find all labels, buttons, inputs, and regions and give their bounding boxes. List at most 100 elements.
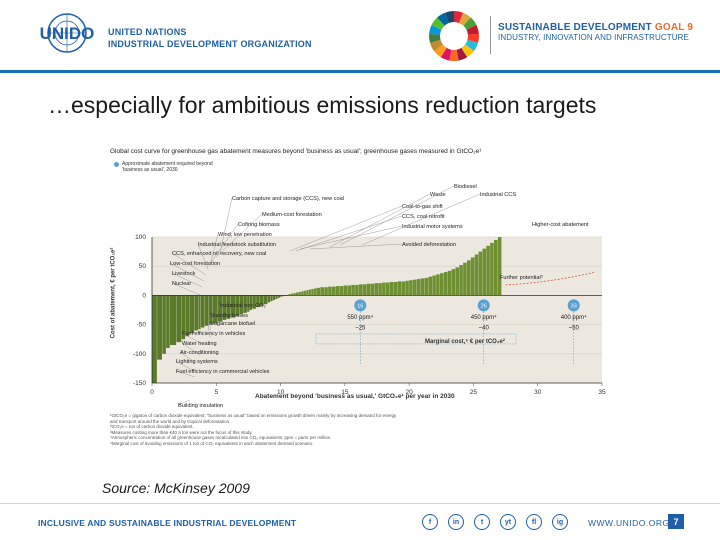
chart-title: Global cost curve for greenhouse gas aba… xyxy=(110,148,482,155)
cost-bar xyxy=(343,285,348,296)
cost-bar xyxy=(280,295,283,297)
header-rule xyxy=(0,70,720,73)
cost-bar xyxy=(314,288,317,296)
measure-label: Sugarcane biofuel xyxy=(210,321,255,327)
instagram-icon[interactable]: ig xyxy=(552,514,568,530)
measure-leader xyxy=(181,342,201,356)
scenario-cost: ~50 xyxy=(569,325,580,331)
measure-leader xyxy=(171,252,207,276)
sdg-wheel-segment xyxy=(429,39,443,52)
measure-label: Waste xyxy=(430,192,446,198)
cost-bar xyxy=(497,237,502,296)
measure-leader xyxy=(211,223,239,262)
twitter-icon[interactable]: t xyxy=(474,514,490,530)
measure-label: Low-cost forestation xyxy=(170,261,220,267)
cost-bar xyxy=(170,295,177,346)
measure-leader xyxy=(207,314,211,332)
measure-leader xyxy=(219,197,233,254)
sdg-wheel-segment xyxy=(444,11,454,23)
y-tick-label: 50 xyxy=(139,263,147,270)
x-tick-label: 30 xyxy=(534,389,542,396)
x-axis-label: Abatement beyond 'business as usual,' Gt… xyxy=(255,393,455,400)
cost-bar xyxy=(382,282,386,296)
cost-bar xyxy=(235,295,240,316)
cost-bar xyxy=(226,295,231,319)
cost-curve-chart: 100 50 0 -50 -100 -150 0 5 10 15 20 25 30 35 16 550 ppm… xyxy=(133,184,606,409)
measure-leader xyxy=(179,351,197,364)
cost-bar xyxy=(366,283,371,296)
measure-label: Air-conditioning xyxy=(180,350,219,356)
cost-bar xyxy=(374,283,378,296)
cost-bar xyxy=(428,276,432,296)
measure-leader xyxy=(309,243,403,250)
cost-bar xyxy=(339,286,344,296)
cost-bar xyxy=(162,295,166,354)
x-tick-label: 0 xyxy=(150,389,154,396)
cost-bar xyxy=(440,273,444,296)
footer-rule xyxy=(0,503,720,504)
scenario-circle-label: 33 xyxy=(571,303,577,309)
measure-leader xyxy=(289,205,403,252)
measure-leader xyxy=(177,399,191,406)
cost-bar xyxy=(293,293,296,296)
cost-bar xyxy=(252,295,256,309)
cost-bar xyxy=(263,295,268,305)
org-line-1: UNITED NATIONS xyxy=(108,27,187,37)
cost-bar xyxy=(424,277,429,296)
cost-bar xyxy=(316,287,321,296)
cost-bar xyxy=(204,295,209,326)
cost-bar xyxy=(389,281,394,296)
scenario-ppm: 550 ppm⁴ xyxy=(347,314,373,321)
cost-bar xyxy=(486,245,490,296)
scenario-circle-label: 16 xyxy=(357,303,363,309)
measure-label: Building insulation xyxy=(178,403,223,409)
chart-figure: Global cost curve for greenhouse gas aba… xyxy=(100,145,620,480)
cost-bar xyxy=(278,295,281,298)
sdg-wheel-icon xyxy=(428,10,480,62)
cost-bar xyxy=(351,284,355,296)
sdg-wheel-segment xyxy=(434,44,447,58)
y-axis-label: Cost of abatement, € per tCO₂e² xyxy=(110,247,117,339)
website-link[interactable]: WWW.UNIDO.ORG xyxy=(588,518,670,528)
marginal-cost-box xyxy=(315,333,517,345)
sdg-goal: GOAL 9 xyxy=(654,22,694,33)
sdg-wheel-segment xyxy=(454,11,464,23)
flickr-icon[interactable]: fl xyxy=(526,514,542,530)
measure-label: Industrial motor systems xyxy=(402,224,463,230)
cost-bar xyxy=(413,279,417,296)
footnote-1: ¹GtCO₂e = gigaton of carbon dioxide equi… xyxy=(110,413,397,418)
cost-bar xyxy=(332,286,336,296)
legend-note: Approximate abatement required beyond 'b… xyxy=(122,161,213,173)
sdg-wheel-segment xyxy=(465,39,479,52)
x-tick-label: 5 xyxy=(214,389,218,396)
cost-bar xyxy=(194,295,198,331)
sdg-wheel-segment xyxy=(429,24,442,35)
youtube-icon[interactable]: yt xyxy=(500,514,516,530)
cost-bar xyxy=(455,267,459,296)
sdg-wheel-segment xyxy=(431,17,445,30)
linkedin-icon[interactable]: in xyxy=(448,514,464,530)
cost-bar xyxy=(436,274,440,296)
scenario-circle-label: 26 xyxy=(481,303,487,309)
y-tick-label: 100 xyxy=(135,234,146,241)
cost-bar xyxy=(405,280,409,296)
cost-bar xyxy=(260,295,264,306)
sdg-block: SUSTAINABLE DEVELOPMENT GOAL 9 INDUSTRY,… xyxy=(498,22,693,42)
cost-bar xyxy=(247,295,250,312)
cost-bar xyxy=(370,283,375,296)
measure-label: Further potential³ xyxy=(500,275,543,281)
cost-bar xyxy=(181,295,186,340)
scenario-circle xyxy=(477,299,490,312)
measure-label: Cofiring biomass xyxy=(238,222,280,228)
sdg-wheel-segment xyxy=(437,12,449,26)
measure-label: Water heating xyxy=(182,341,217,347)
cost-bar xyxy=(308,289,312,296)
cost-bar xyxy=(470,257,475,296)
y-tick-label: -100 xyxy=(133,351,146,358)
unido-logo-text: UNIDO xyxy=(39,24,95,43)
cost-bar xyxy=(416,279,421,296)
facebook-icon[interactable]: f xyxy=(422,514,438,530)
un-emblem-icon xyxy=(47,13,87,53)
footnote-4: ⁴Atmospheric concentration of all greenh… xyxy=(110,435,332,440)
x-tick-label: 15 xyxy=(341,389,349,396)
